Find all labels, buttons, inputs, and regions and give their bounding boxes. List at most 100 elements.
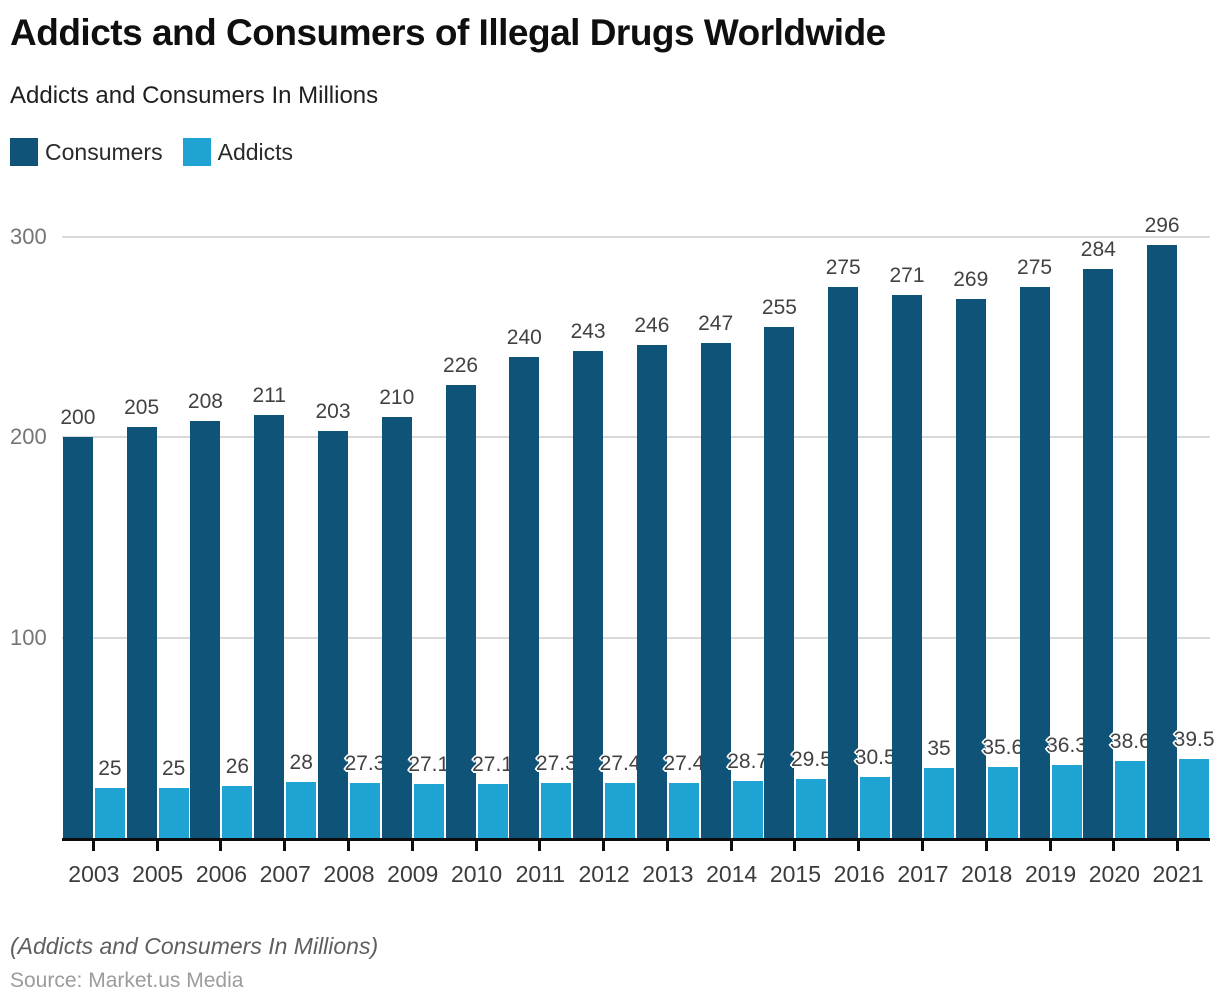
consumers-value-label: 275 [1017,256,1053,280]
addicts-bar [796,778,827,838]
consumers-bar [828,287,859,838]
addicts-bar [94,787,125,838]
addicts-value-label: 25 [98,756,122,780]
x-axis-tick [347,841,350,851]
x-axis-label: 2010 [450,861,503,887]
x-axis-label: 2003 [68,861,120,887]
consumers-bar [636,345,667,838]
consumers-value-label: 247 [698,312,734,336]
consumers-bar [573,351,604,838]
x-axis-label: 2009 [387,861,439,887]
gridline [62,636,1210,639]
addicts-value-label: 35.6 [982,735,1024,759]
x-axis-label: 2016 [833,861,885,887]
addicts-bar [1115,760,1146,838]
x-axis-tick [665,841,669,851]
consumers-value-label: 269 [953,268,989,292]
consumers-bar [700,343,731,838]
consumers-value-label: 226 [443,354,479,378]
x-axis-tick [602,841,606,851]
consumers-bar [381,417,412,838]
x-axis-tick [538,841,542,851]
addicts-bar [668,783,699,838]
x-axis-tick [410,841,414,851]
consumers-bar [1083,269,1114,838]
addicts-value-label: 28 [289,750,313,774]
x-axis-tick [91,841,95,851]
addicts-value-label: 27.3 [535,752,577,776]
x-axis-label: 2018 [961,861,1013,887]
x-axis-line [62,838,1210,841]
page-title: Addicts and Consumers of Illegal Drugs W… [10,12,886,53]
x-axis-label: 2012 [578,861,630,887]
consumers-value-label: 296 [1144,214,1180,238]
consumers-value-label: 240 [506,326,542,350]
consumers-value-label: 243 [570,320,606,344]
y-axis-label: 300 [10,224,47,249]
x-axis-label: 2014 [706,861,758,887]
addicts-bar [541,783,572,838]
x-axis-label: 2015 [769,861,822,887]
x-axis-tick [984,841,988,851]
consumers-bar [126,427,157,838]
legend-item-consumers: Consumers [10,138,163,166]
consumers-bar [445,385,476,838]
addicts-value-label: 28.7 [727,749,769,773]
addicts-value-label: 27.1 [472,752,513,776]
addicts-value-label: 30.5 [854,745,896,769]
consumers-bar [509,357,540,838]
addicts-value-label: 26 [225,754,250,778]
y-axis-label: 100 [10,624,47,650]
addicts-bar [350,783,380,838]
addicts-bar [222,785,253,838]
bar-chart: 100 200 300 200 25 2003 205 25 2005 208 26 2006 211 2… [0,200,1220,900]
x-axis-tick [219,841,223,851]
addicts-bar [605,783,636,838]
addicts-swatch-icon [182,138,211,166]
x-axis-tick [1048,841,1052,851]
addicts-bar [860,776,891,838]
consumers-value-label: 208 [187,390,223,414]
consumers-bar [1019,287,1050,838]
addicts-value-label: 27.1 [408,752,450,776]
addicts-bar [1179,758,1210,838]
addicts-value-label: 27.3 [344,752,386,776]
x-axis-label: 2021 [1152,861,1204,887]
consumers-value-label: 271 [889,264,925,288]
x-axis-tick [793,841,797,851]
consumers-bar [318,431,348,838]
gridline [62,236,1210,238]
consumers-value-label: 275 [825,256,861,280]
addicts-value-label: 27.4 [663,752,705,776]
consumers-bar [1147,245,1178,838]
consumers-swatch-icon [10,138,38,166]
legend-label-consumers: Consumers [45,138,163,165]
consumers-value-label: 255 [761,296,797,320]
consumers-bar [955,299,986,838]
addicts-bar [987,766,1018,838]
consumers-bar [892,295,922,838]
x-axis-tick [921,841,924,851]
consumers-value-label: 205 [124,396,160,420]
gridline [62,436,1210,439]
addicts-bar [477,783,508,838]
legend-item-addicts: Addicts [182,138,293,166]
x-axis-tick [729,841,733,851]
x-axis-label: 2008 [323,861,375,887]
addicts-value-label: 27.4 [599,752,641,776]
consumers-bar [254,415,285,838]
y-axis-label: 200 [10,424,47,450]
source-credit: Source: Market.us Media [10,969,244,992]
addicts-bar [732,780,763,838]
addicts-bar [286,781,317,838]
x-axis-label: 2020 [1088,861,1140,887]
consumers-value-label: 211 [252,384,286,408]
x-axis-tick [1176,841,1180,851]
consumers-bar [62,437,93,838]
x-axis-tick [283,841,287,851]
addicts-value-label: 35 [927,736,951,760]
consumers-value-label: 200 [60,406,96,430]
x-axis-label: 2007 [259,861,311,887]
x-axis-label: 2017 [897,861,949,887]
